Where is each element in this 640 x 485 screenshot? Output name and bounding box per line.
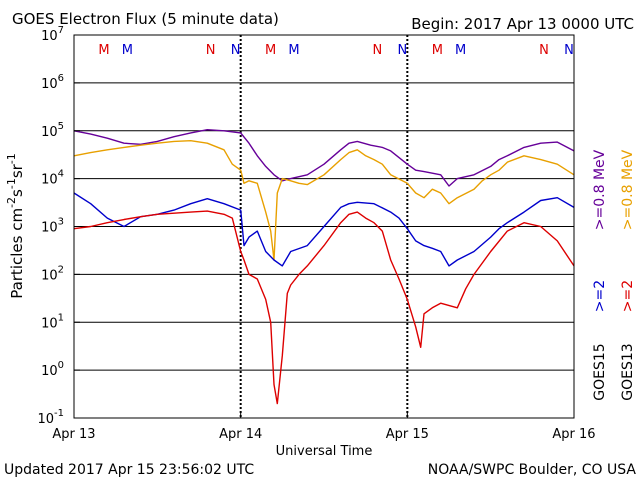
x-tick-labels: Apr 13 Apr 14 Apr 15 Apr 16 bbox=[52, 412, 596, 442]
local-time-marker: M bbox=[98, 43, 109, 58]
x-tick-label: Apr 14 bbox=[219, 427, 262, 442]
local-time-marker: N bbox=[206, 43, 216, 58]
begin-label: Begin: 2017 Apr 13 0000 UTC bbox=[411, 15, 634, 33]
y-tick-label: 100 bbox=[41, 360, 64, 379]
local-time-marker: N bbox=[564, 43, 574, 58]
right-label: >=0.8 MeV bbox=[592, 149, 608, 230]
series-line bbox=[73, 128, 575, 187]
series-line bbox=[73, 139, 575, 261]
y-tick-label: 102 bbox=[41, 264, 64, 283]
right-label: GOES15 bbox=[592, 343, 608, 400]
y-tick-label: 104 bbox=[41, 169, 64, 188]
plot-frame bbox=[73, 34, 575, 419]
right-legend-labels: >=0.8 MeV >=0.8 MeV >=2 >=2 GOES13 GOES15 bbox=[592, 149, 636, 400]
series-line bbox=[73, 192, 575, 267]
local-time-marker: M bbox=[455, 43, 466, 58]
y-tick-label: 10-1 bbox=[37, 408, 64, 427]
grid-lines bbox=[74, 82, 574, 371]
local-time-marker: N bbox=[372, 43, 382, 58]
local-time-marker: M bbox=[122, 43, 133, 58]
chart-title: GOES Electron Flux (5 minute data) bbox=[12, 10, 279, 28]
x-tick-label: Apr 15 bbox=[386, 427, 429, 442]
y-tick-label: 101 bbox=[41, 312, 64, 331]
y-tick-label: 105 bbox=[41, 121, 64, 140]
right-label: >=2 bbox=[620, 280, 636, 312]
updated-label: Updated 2017 Apr 15 23:56:02 UTC bbox=[4, 462, 254, 478]
local-time-marker: N bbox=[397, 43, 407, 58]
y-tick-label: 103 bbox=[41, 217, 64, 236]
x-tick-label: Apr 13 bbox=[52, 427, 95, 442]
x-axis-label: Universal Time bbox=[276, 444, 373, 459]
credit-label: NOAA/SWPC Boulder, CO USA bbox=[428, 462, 637, 478]
right-label: GOES13 bbox=[620, 343, 636, 400]
local-time-marker: N bbox=[231, 43, 241, 58]
y-tick-labels: 10-1 100 101 102 103 104 105 106 107 bbox=[37, 25, 80, 427]
local-time-marker: M bbox=[288, 43, 299, 58]
local-time-marker: M bbox=[432, 43, 443, 58]
local-time-marker: N bbox=[539, 43, 549, 58]
right-label: >=2 bbox=[592, 280, 608, 312]
y-tick-label: 106 bbox=[41, 73, 64, 92]
y-tick-label: 107 bbox=[41, 25, 64, 44]
y-axis-label: Particles cm-2s-1sr-1 bbox=[5, 153, 26, 299]
x-tick-label: Apr 16 bbox=[552, 427, 595, 442]
series-line bbox=[73, 210, 575, 405]
right-label: >=0.8 MeV bbox=[620, 149, 636, 230]
series-group bbox=[73, 128, 575, 405]
local-time-marker: M bbox=[265, 43, 276, 58]
